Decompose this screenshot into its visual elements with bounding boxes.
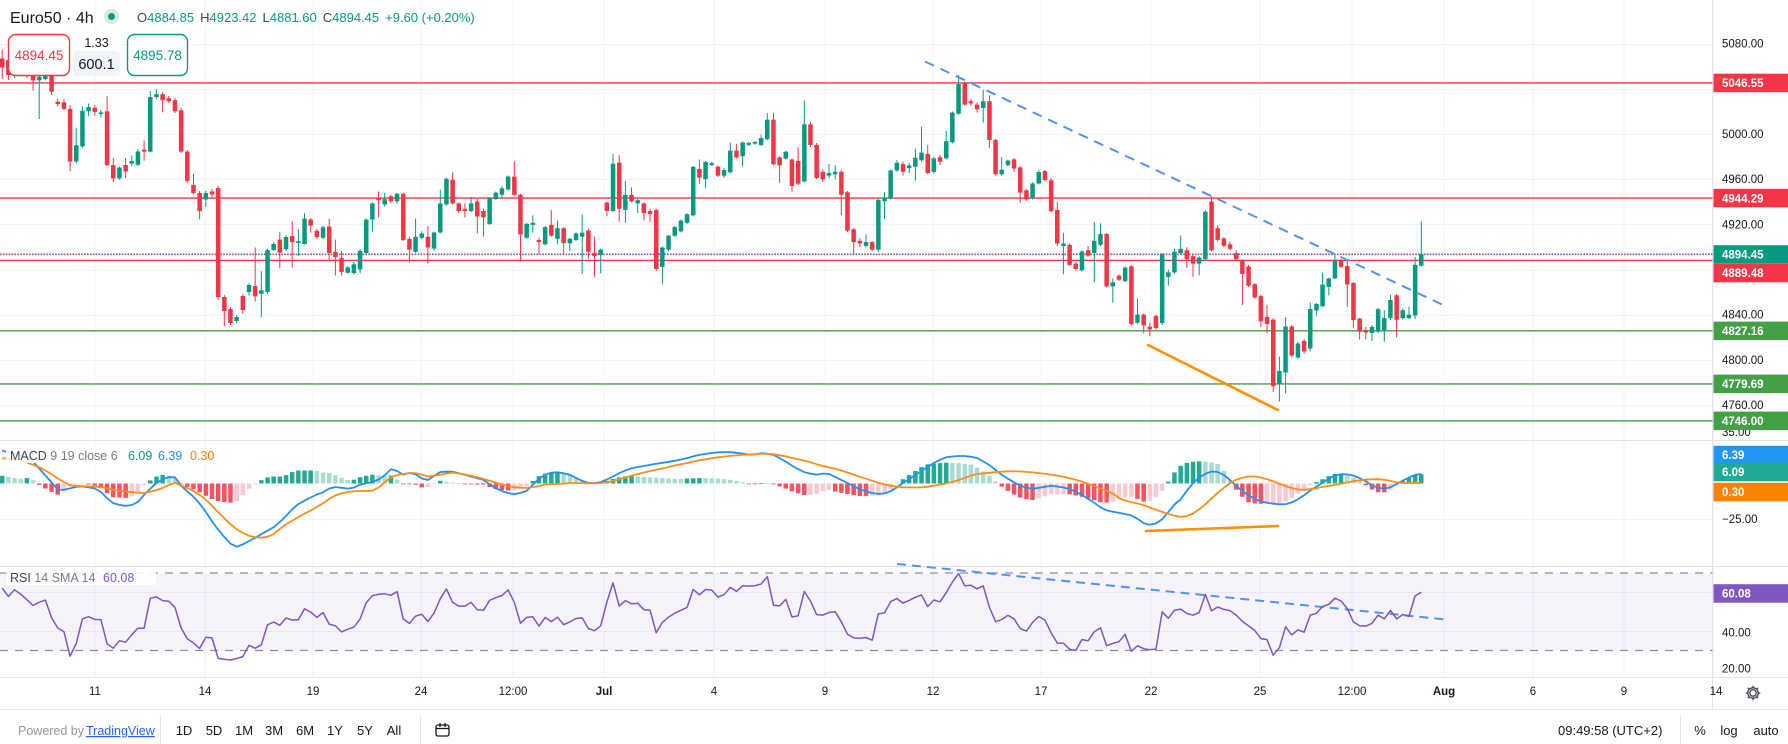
svg-text:1D: 1D xyxy=(176,723,193,738)
svg-text:09:49:58 (UTC+2): 09:49:58 (UTC+2) xyxy=(1558,723,1662,738)
svg-text:60.08: 60.08 xyxy=(1722,589,1751,601)
svg-text:4944.29: 4944.29 xyxy=(1722,193,1764,205)
svg-text:4760.00: 4760.00 xyxy=(1722,400,1764,412)
svg-text:auto: auto xyxy=(1753,723,1778,738)
svg-text:60.08: 60.08 xyxy=(103,571,134,585)
svg-text:6.09: 6.09 xyxy=(128,449,152,463)
svg-text:4: 4 xyxy=(711,686,718,698)
svg-text:600.1: 600.1 xyxy=(78,57,114,73)
svg-text:12:00: 12:00 xyxy=(499,686,528,698)
svg-text:11: 11 xyxy=(89,686,101,698)
svg-text:4894.45: 4894.45 xyxy=(1722,250,1764,262)
svg-text:5000.00: 5000.00 xyxy=(1722,129,1764,141)
svg-text:6.39: 6.39 xyxy=(1722,450,1744,462)
svg-text:4779.69: 4779.69 xyxy=(1722,379,1764,391)
svg-text:40.00: 40.00 xyxy=(1722,628,1751,640)
svg-text:1Y: 1Y xyxy=(327,723,343,738)
svg-text:5Y: 5Y xyxy=(357,723,373,738)
svg-text:4960.00: 4960.00 xyxy=(1722,174,1764,186)
svg-text:5046.55: 5046.55 xyxy=(1722,78,1764,90)
svg-text:22: 22 xyxy=(1145,686,1158,698)
svg-text:6.09: 6.09 xyxy=(1722,467,1744,479)
svg-text:4895.78: 4895.78 xyxy=(133,48,182,63)
svg-text:TradingView: TradingView xyxy=(86,724,156,738)
svg-text:log: log xyxy=(1720,723,1737,738)
svg-text:6: 6 xyxy=(1530,686,1536,698)
svg-text:%: % xyxy=(1694,723,1706,738)
svg-text:6.39: 6.39 xyxy=(158,449,182,463)
svg-text:Jul: Jul xyxy=(596,686,613,698)
svg-text:5D: 5D xyxy=(206,723,223,738)
svg-text:4800.00: 4800.00 xyxy=(1722,355,1764,367)
svg-text:All: All xyxy=(387,723,402,738)
svg-text:5080.00: 5080.00 xyxy=(1722,39,1764,51)
svg-text:24: 24 xyxy=(415,686,428,698)
svg-text:4827.16: 4827.16 xyxy=(1722,326,1764,338)
svg-text:1M: 1M xyxy=(235,723,253,738)
svg-text:4920.00: 4920.00 xyxy=(1722,219,1764,231)
svg-text:4840.00: 4840.00 xyxy=(1722,310,1764,322)
svg-text:3M: 3M xyxy=(265,723,283,738)
svg-text:4894.45: 4894.45 xyxy=(15,48,64,63)
svg-text:Euro50 · 4h: Euro50 · 4h xyxy=(10,10,94,27)
svg-text:RSI 14 SMA 14: RSI 14 SMA 14 xyxy=(10,571,96,585)
svg-text:25: 25 xyxy=(1254,686,1267,698)
svg-text:Aug: Aug xyxy=(1433,686,1455,698)
svg-text:0.30: 0.30 xyxy=(1722,487,1744,499)
svg-text:12: 12 xyxy=(927,686,940,698)
svg-text:12:00: 12:00 xyxy=(1338,686,1367,698)
svg-text:6M: 6M xyxy=(296,723,314,738)
svg-text:9: 9 xyxy=(1621,686,1627,698)
svg-text:17: 17 xyxy=(1035,686,1048,698)
svg-text:−25.00: −25.00 xyxy=(1722,514,1758,526)
svg-text:14: 14 xyxy=(199,686,212,698)
svg-text:4746.00: 4746.00 xyxy=(1722,416,1764,428)
svg-text:0.30: 0.30 xyxy=(190,449,214,463)
svg-text:4889.48: 4889.48 xyxy=(1722,268,1764,280)
svg-text:Powered by: Powered by xyxy=(18,724,85,738)
svg-text:19: 19 xyxy=(307,686,320,698)
svg-text:1.33: 1.33 xyxy=(84,36,108,50)
svg-text:14: 14 xyxy=(1710,686,1723,698)
svg-text:MACD 9 19 close 6: MACD 9 19 close 6 xyxy=(10,449,118,463)
svg-text:20.00: 20.00 xyxy=(1722,663,1751,675)
svg-text:9: 9 xyxy=(822,686,828,698)
